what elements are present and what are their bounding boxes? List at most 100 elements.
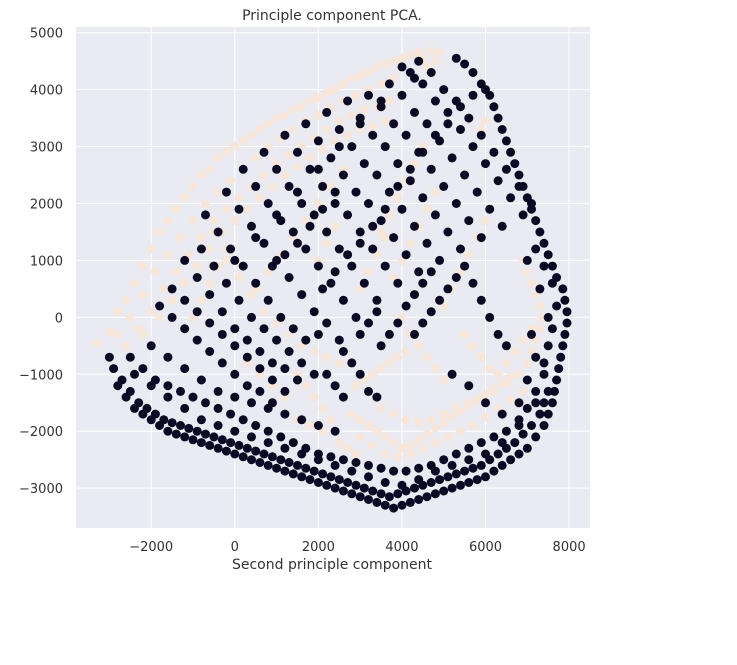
scatter-point (522, 443, 532, 453)
scatter-point (380, 449, 390, 459)
scatter-point (196, 244, 206, 254)
scatter-point (180, 278, 190, 288)
scatter-point (163, 392, 173, 402)
scatter-point (267, 452, 277, 462)
scatter-point (267, 375, 277, 385)
scatter-point (305, 96, 315, 106)
scatter-point (426, 164, 436, 174)
scatter-point (376, 216, 386, 226)
scatter-point (159, 284, 169, 294)
scatter-point (451, 449, 461, 459)
scatter-point (543, 341, 553, 351)
scatter-point (414, 418, 424, 428)
scatter-point (460, 466, 470, 476)
scatter-point (447, 369, 457, 379)
scatter-point (460, 261, 470, 271)
scatter-point (364, 318, 373, 328)
scatter-point (280, 364, 290, 374)
scatter-point (104, 327, 114, 337)
scatter-point (146, 244, 156, 254)
scatter-point (514, 181, 524, 191)
scatter-point (205, 440, 215, 450)
scatter-point (539, 261, 549, 271)
scatter-point (481, 216, 490, 226)
scatter-point (518, 210, 528, 220)
scatter-point (389, 233, 399, 243)
scatter-point (506, 455, 516, 465)
scatter-point (422, 352, 432, 362)
scatter-point (456, 480, 465, 490)
scatter-point (355, 329, 365, 339)
scatter-point (192, 426, 202, 436)
scatter-point (518, 429, 528, 439)
y-tick-label: −1000 (19, 368, 63, 383)
scatter-point (522, 375, 532, 385)
scatter-point (501, 378, 511, 388)
scatter-point (330, 381, 340, 391)
scatter-point (364, 68, 373, 77)
scatter-point (472, 475, 482, 485)
scatter-point (522, 267, 532, 277)
scatter-point (414, 475, 424, 485)
scatter-point (276, 455, 286, 465)
scatter-point (297, 199, 307, 208)
scatter-point (318, 469, 328, 479)
scatter-point (313, 93, 323, 103)
scatter-point (343, 210, 353, 220)
scatter-point (221, 187, 231, 197)
scatter-point (405, 176, 415, 186)
scatter-point (326, 472, 336, 482)
scatter-point (447, 483, 457, 493)
scatter-point (351, 90, 361, 100)
scatter-point (501, 164, 511, 174)
scatter-point (238, 164, 248, 174)
scatter-point (426, 460, 436, 470)
scatter-point (196, 415, 206, 425)
scatter-point (401, 466, 411, 476)
scatter-point (113, 329, 123, 339)
scatter-point (535, 284, 545, 294)
scatter-point (196, 295, 206, 305)
scatter-point (372, 497, 382, 507)
y-tick-label: 2000 (30, 197, 63, 212)
scatter-point (297, 358, 307, 368)
scatter-point (376, 79, 386, 89)
scatter-point (201, 199, 210, 208)
scatter-point (155, 227, 165, 237)
scatter-point (476, 295, 486, 305)
scatter-point (326, 278, 336, 288)
scatter-point (347, 489, 357, 499)
y-tick-label: 5000 (30, 27, 63, 42)
scatter-point (109, 364, 119, 374)
scatter-point (288, 125, 298, 134)
scatter-point (414, 267, 424, 277)
scatter-point (376, 489, 386, 499)
scatter-point (364, 90, 373, 100)
scatter-point (322, 227, 332, 237)
scatter-point (259, 238, 269, 248)
scatter-point (397, 62, 407, 72)
scatter-point (410, 290, 419, 300)
scatter-point (464, 398, 474, 408)
scatter-point (272, 164, 282, 174)
scatter-point (293, 460, 302, 470)
scatter-point (293, 238, 302, 248)
scatter-point (272, 463, 282, 473)
scatter-point (305, 421, 315, 430)
scatter-point (334, 244, 344, 254)
scatter-point (234, 440, 244, 450)
scatter-point (380, 261, 390, 271)
scatter-point (221, 446, 231, 456)
scatter-point (138, 329, 148, 339)
scatter-point (531, 386, 541, 396)
scatter-point (230, 341, 240, 351)
scatter-point (167, 418, 177, 428)
scatter-point (347, 73, 357, 83)
scatter-point (543, 409, 553, 419)
scatter-point (531, 352, 541, 362)
scatter-point (410, 483, 419, 493)
scatter-point (435, 295, 445, 305)
scatter-point (213, 153, 223, 163)
scatter-point (322, 369, 332, 379)
scatter-point (313, 478, 323, 487)
